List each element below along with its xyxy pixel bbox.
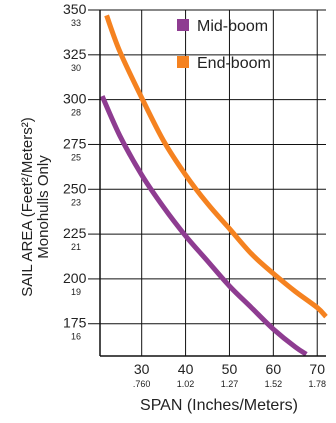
x-tick-label: 30 <box>134 361 150 377</box>
y-tick-label: 275 <box>63 135 87 151</box>
legend-label: End-boom <box>197 55 271 72</box>
series-group <box>99 14 328 357</box>
series-line-end-boom <box>104 14 328 319</box>
x-tick-label: 70 <box>309 361 325 377</box>
axes <box>88 9 326 357</box>
y-tick-label: 250 <box>63 180 87 196</box>
y-tick-label: 325 <box>63 46 87 62</box>
y-tick-label: 300 <box>63 91 87 107</box>
legend-swatch <box>177 56 189 68</box>
x-tick-sublabel: .760 <box>133 379 151 389</box>
x-tick-label: 40 <box>178 361 194 377</box>
y-tick-sublabel: 25 <box>71 152 81 162</box>
y-tick-sublabel: 21 <box>71 242 81 252</box>
x-tick-labels: 30 .760 40 1.02 50 1.27 60 1.52 70 1.78 <box>133 361 326 389</box>
y-tick-sublabel: 28 <box>71 108 81 118</box>
x-tick-sublabel: 1.78 <box>308 379 326 389</box>
legend-swatch <box>177 19 189 31</box>
y-tick-sublabel: 30 <box>71 63 81 73</box>
x-tick-sublabel: 1.02 <box>177 379 195 389</box>
y-axis-sublabel: Monohulls Only <box>35 155 52 259</box>
y-tick-label: 200 <box>63 270 87 286</box>
x-tick-sublabel: 1.52 <box>265 379 283 389</box>
y-axis-label: SAIL AREA (Feet²/Meters²) <box>19 117 36 297</box>
legend: Mid-boom End-boom <box>177 18 271 72</box>
y-tick-sublabel: 16 <box>71 332 81 342</box>
y-tick-label: 175 <box>63 315 87 331</box>
y-tick-label: 225 <box>63 225 87 241</box>
series-line-mid-boom <box>99 95 308 357</box>
y-tick-sublabel: 33 <box>71 18 81 28</box>
x-tick-label: 60 <box>266 361 282 377</box>
x-tick-label: 50 <box>222 361 238 377</box>
y-tick-label: 350 <box>63 1 87 17</box>
y-tick-sublabel: 19 <box>71 287 81 297</box>
x-axis-label: SPAN (Inches/Meters) <box>140 397 298 414</box>
x-tick-sublabel: 1.27 <box>221 379 239 389</box>
legend-label: Mid-boom <box>197 18 268 35</box>
y-tick-sublabel: 23 <box>71 197 81 207</box>
